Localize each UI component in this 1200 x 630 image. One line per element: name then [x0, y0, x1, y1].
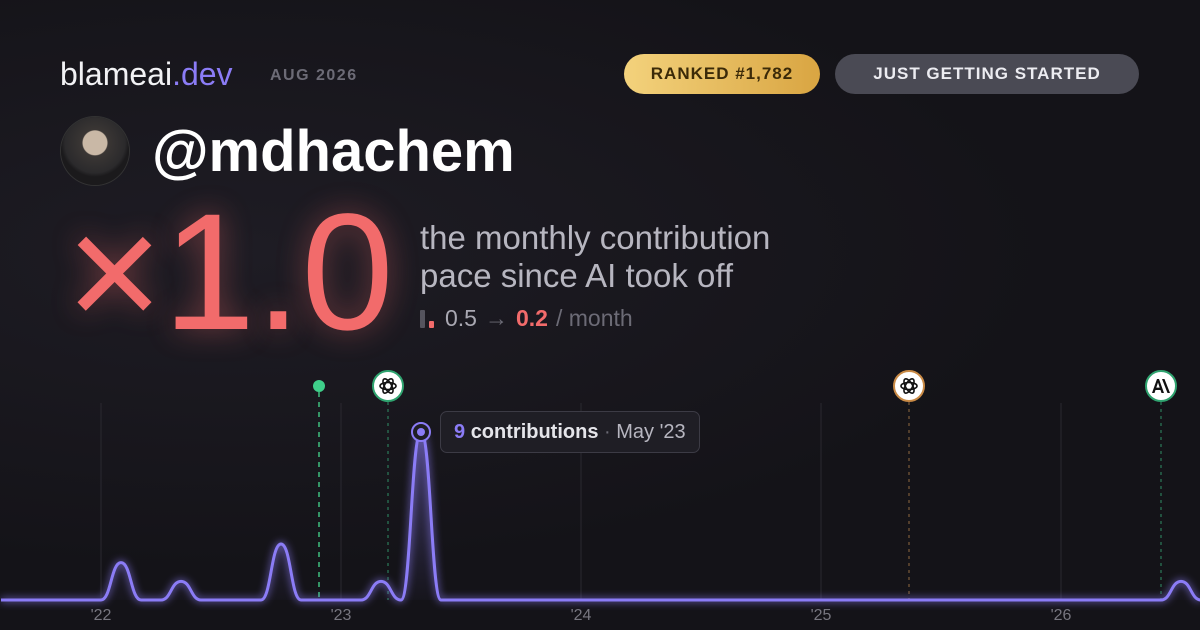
pace-before: 0.5 [445, 305, 477, 331]
highlight-point [417, 428, 425, 436]
tooltip-date: May '23 [616, 421, 686, 443]
status-badge: JUST GETTING STARTED [835, 54, 1139, 94]
rank-badge: RANKED #1,782 [624, 54, 820, 94]
avatar [61, 117, 129, 185]
x-tick-label: '24 [571, 607, 592, 624]
caption: the monthly contribution [420, 219, 771, 256]
x-tick-label: '23 [331, 607, 352, 624]
event-icon [893, 370, 925, 402]
tooltip-separator: · [604, 421, 611, 443]
user-handle: @mdhachem [152, 119, 515, 184]
report-date: AUG 2026 [270, 67, 358, 84]
pace-unit: / month [555, 305, 633, 331]
event-icon [1145, 370, 1177, 402]
event-icon [372, 370, 404, 402]
caption: pace since AI took off [420, 257, 734, 294]
x-tick-label: '25 [811, 607, 832, 624]
multiplier: ×1.0 [66, 180, 394, 365]
brand-tld: .dev [172, 56, 233, 92]
pace-after: 0.2 [515, 305, 548, 331]
area [1, 432, 1200, 601]
brand-name: blameai [60, 56, 173, 92]
event-dot [313, 380, 325, 392]
tooltip-value: 9 [454, 421, 466, 443]
x-tick-label: '22 [91, 607, 112, 624]
pace-arrow: → [484, 305, 508, 331]
brand: blameai.dev [60, 56, 233, 93]
pace-icon [419, 309, 437, 328]
line [0, 430, 1200, 602]
tooltip-label: contributions [470, 421, 599, 443]
pace-stats: 0.5 → 0.2 / month [419, 305, 633, 332]
x-tick-label: '26 [1051, 607, 1072, 624]
tooltip: 9 contributions · May '23 [440, 411, 700, 453]
